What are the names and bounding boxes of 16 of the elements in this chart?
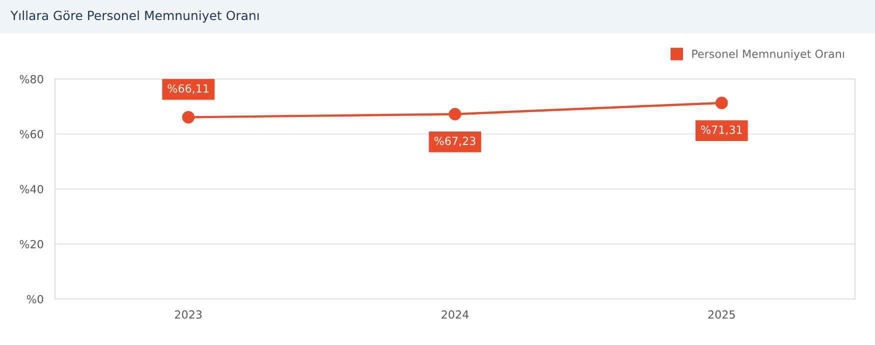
data-label: %66,11 <box>168 84 208 94</box>
point <box>448 108 462 120</box>
y-tick-label: %40 <box>20 184 44 194</box>
x-tick-label: 2024 <box>442 310 469 319</box>
chart-title: Yıllara Göre Personel Memnuniyet Oranı <box>10 10 259 23</box>
x-tick-label: 2025 <box>708 310 735 319</box>
point <box>182 110 195 124</box>
legend-label: Personel Memnuniyet Oranı <box>692 49 844 60</box>
data-label: %67,23 <box>434 136 476 146</box>
y-tick-label: %80 <box>20 74 44 84</box>
y-tick-label: %60 <box>20 130 44 138</box>
y-tick-label: %20 <box>20 240 44 248</box>
data-label: %71,31 <box>701 125 742 136</box>
point <box>715 96 728 110</box>
x-tick-label: 2023 <box>175 310 202 319</box>
y-tick-label: %0 <box>26 294 44 304</box>
